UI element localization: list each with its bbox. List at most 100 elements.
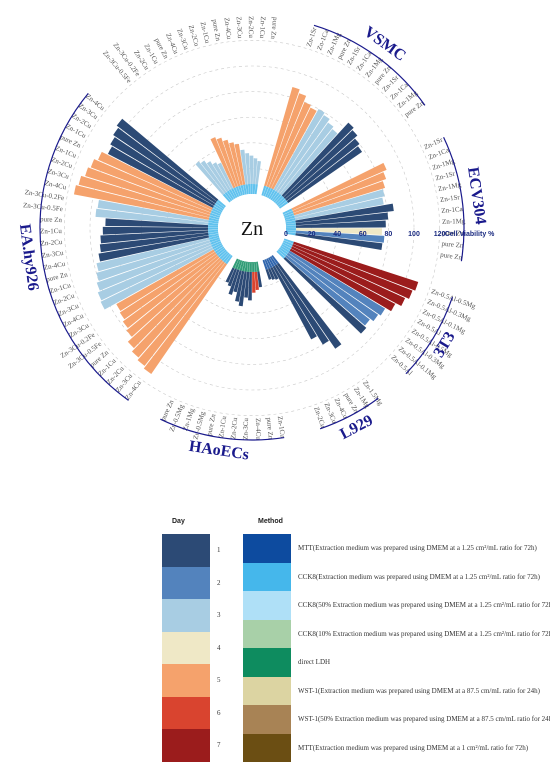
method-segment (208, 222, 219, 226)
bar (216, 137, 238, 188)
bar-label: Zn-4Cu (44, 179, 67, 192)
bar (244, 271, 250, 298)
method-segment (208, 217, 219, 222)
bar (277, 122, 334, 194)
method-segment (217, 249, 227, 258)
bar (288, 250, 386, 316)
method-label: direct LDH (298, 658, 331, 666)
method-segment (232, 258, 239, 269)
grid-ring (64, 40, 440, 416)
method-segment (252, 184, 256, 195)
bar (266, 93, 307, 188)
method-swatch (243, 619, 291, 648)
bar (119, 251, 217, 320)
axis-tick-label: 20 (308, 231, 316, 238)
bar (200, 160, 227, 194)
bar (217, 162, 234, 190)
bar (257, 271, 263, 288)
method-label: MTT(Extraction medium was prepared using… (298, 544, 537, 552)
bar (286, 252, 379, 322)
method-segment (254, 261, 257, 272)
bar (73, 185, 210, 220)
method-segment (282, 208, 293, 215)
method-segment (208, 229, 219, 233)
method-segment (208, 227, 219, 230)
bar (283, 130, 358, 199)
method-segment (208, 225, 219, 228)
method-segment (266, 188, 274, 199)
method-segment (270, 190, 278, 201)
day-swatch (162, 696, 210, 729)
bar-label: pure Zn (441, 240, 464, 250)
method-segment (265, 187, 271, 198)
bar (292, 172, 387, 213)
method-segment (271, 254, 279, 265)
bar (195, 161, 225, 196)
method-segment (216, 247, 226, 256)
bar-label: Zn-2Cu (40, 238, 63, 248)
group-label: ECV304 (464, 166, 489, 226)
method-segment (280, 245, 290, 253)
method-segment (210, 210, 221, 217)
method-segment (223, 253, 232, 263)
method-segment (285, 230, 296, 233)
method-segment (276, 250, 286, 259)
bar-label: Zn-1Mg (437, 181, 462, 194)
group-arc (160, 418, 285, 441)
bar-label: Zn-3Cu (41, 249, 64, 260)
bar (281, 122, 354, 198)
bar (248, 271, 252, 301)
bar-label: Zn-2Cu (247, 16, 255, 38)
method-segment (271, 192, 280, 202)
method-segment (249, 261, 252, 272)
bar-label: Zn-1Sr (440, 193, 461, 204)
bar (276, 262, 342, 349)
bar (285, 254, 370, 326)
group-arc (39, 92, 129, 401)
bar (294, 189, 385, 218)
day-label: 1 (217, 546, 221, 554)
bar (295, 212, 389, 226)
bar (116, 249, 215, 312)
bar (295, 230, 385, 243)
day-label: 4 (217, 643, 221, 652)
method-segment (240, 184, 245, 196)
method-segment (231, 188, 238, 199)
method-segment (239, 260, 245, 271)
method-segment (250, 184, 253, 195)
bar-label: pure Zn (442, 229, 465, 238)
bar-label: Zn-3Cu (47, 167, 71, 181)
bar (279, 129, 338, 196)
method-segment (277, 199, 287, 208)
axis-tick-label: 60 (359, 231, 367, 238)
bar-label: Zn-3Cu-0.2Fe (24, 188, 65, 202)
method-segment (213, 244, 224, 252)
method-segment (214, 203, 224, 211)
method-segment (247, 184, 251, 195)
center-circle (218, 194, 286, 262)
bar (285, 138, 360, 201)
method-segment (274, 195, 284, 205)
method-segment (208, 233, 219, 238)
bar (293, 181, 386, 216)
bar (96, 242, 212, 291)
method-swatch (243, 705, 291, 734)
bar (131, 259, 224, 358)
bar (265, 269, 272, 280)
method-segment (209, 212, 221, 218)
bar (228, 269, 240, 295)
bar-label: Zn-3Cu (241, 417, 250, 439)
day-swatch (162, 566, 210, 599)
group-arc (313, 24, 426, 106)
bar (270, 266, 279, 280)
bar (289, 248, 396, 312)
axis-tick-label: 120 (434, 231, 446, 238)
bar (295, 203, 394, 223)
bar-label: pure Zn (265, 417, 275, 440)
method-segment (252, 261, 255, 272)
method-segment (222, 193, 231, 203)
day-label: 3 (217, 611, 221, 619)
method-segment (261, 185, 267, 196)
bar (137, 261, 225, 366)
